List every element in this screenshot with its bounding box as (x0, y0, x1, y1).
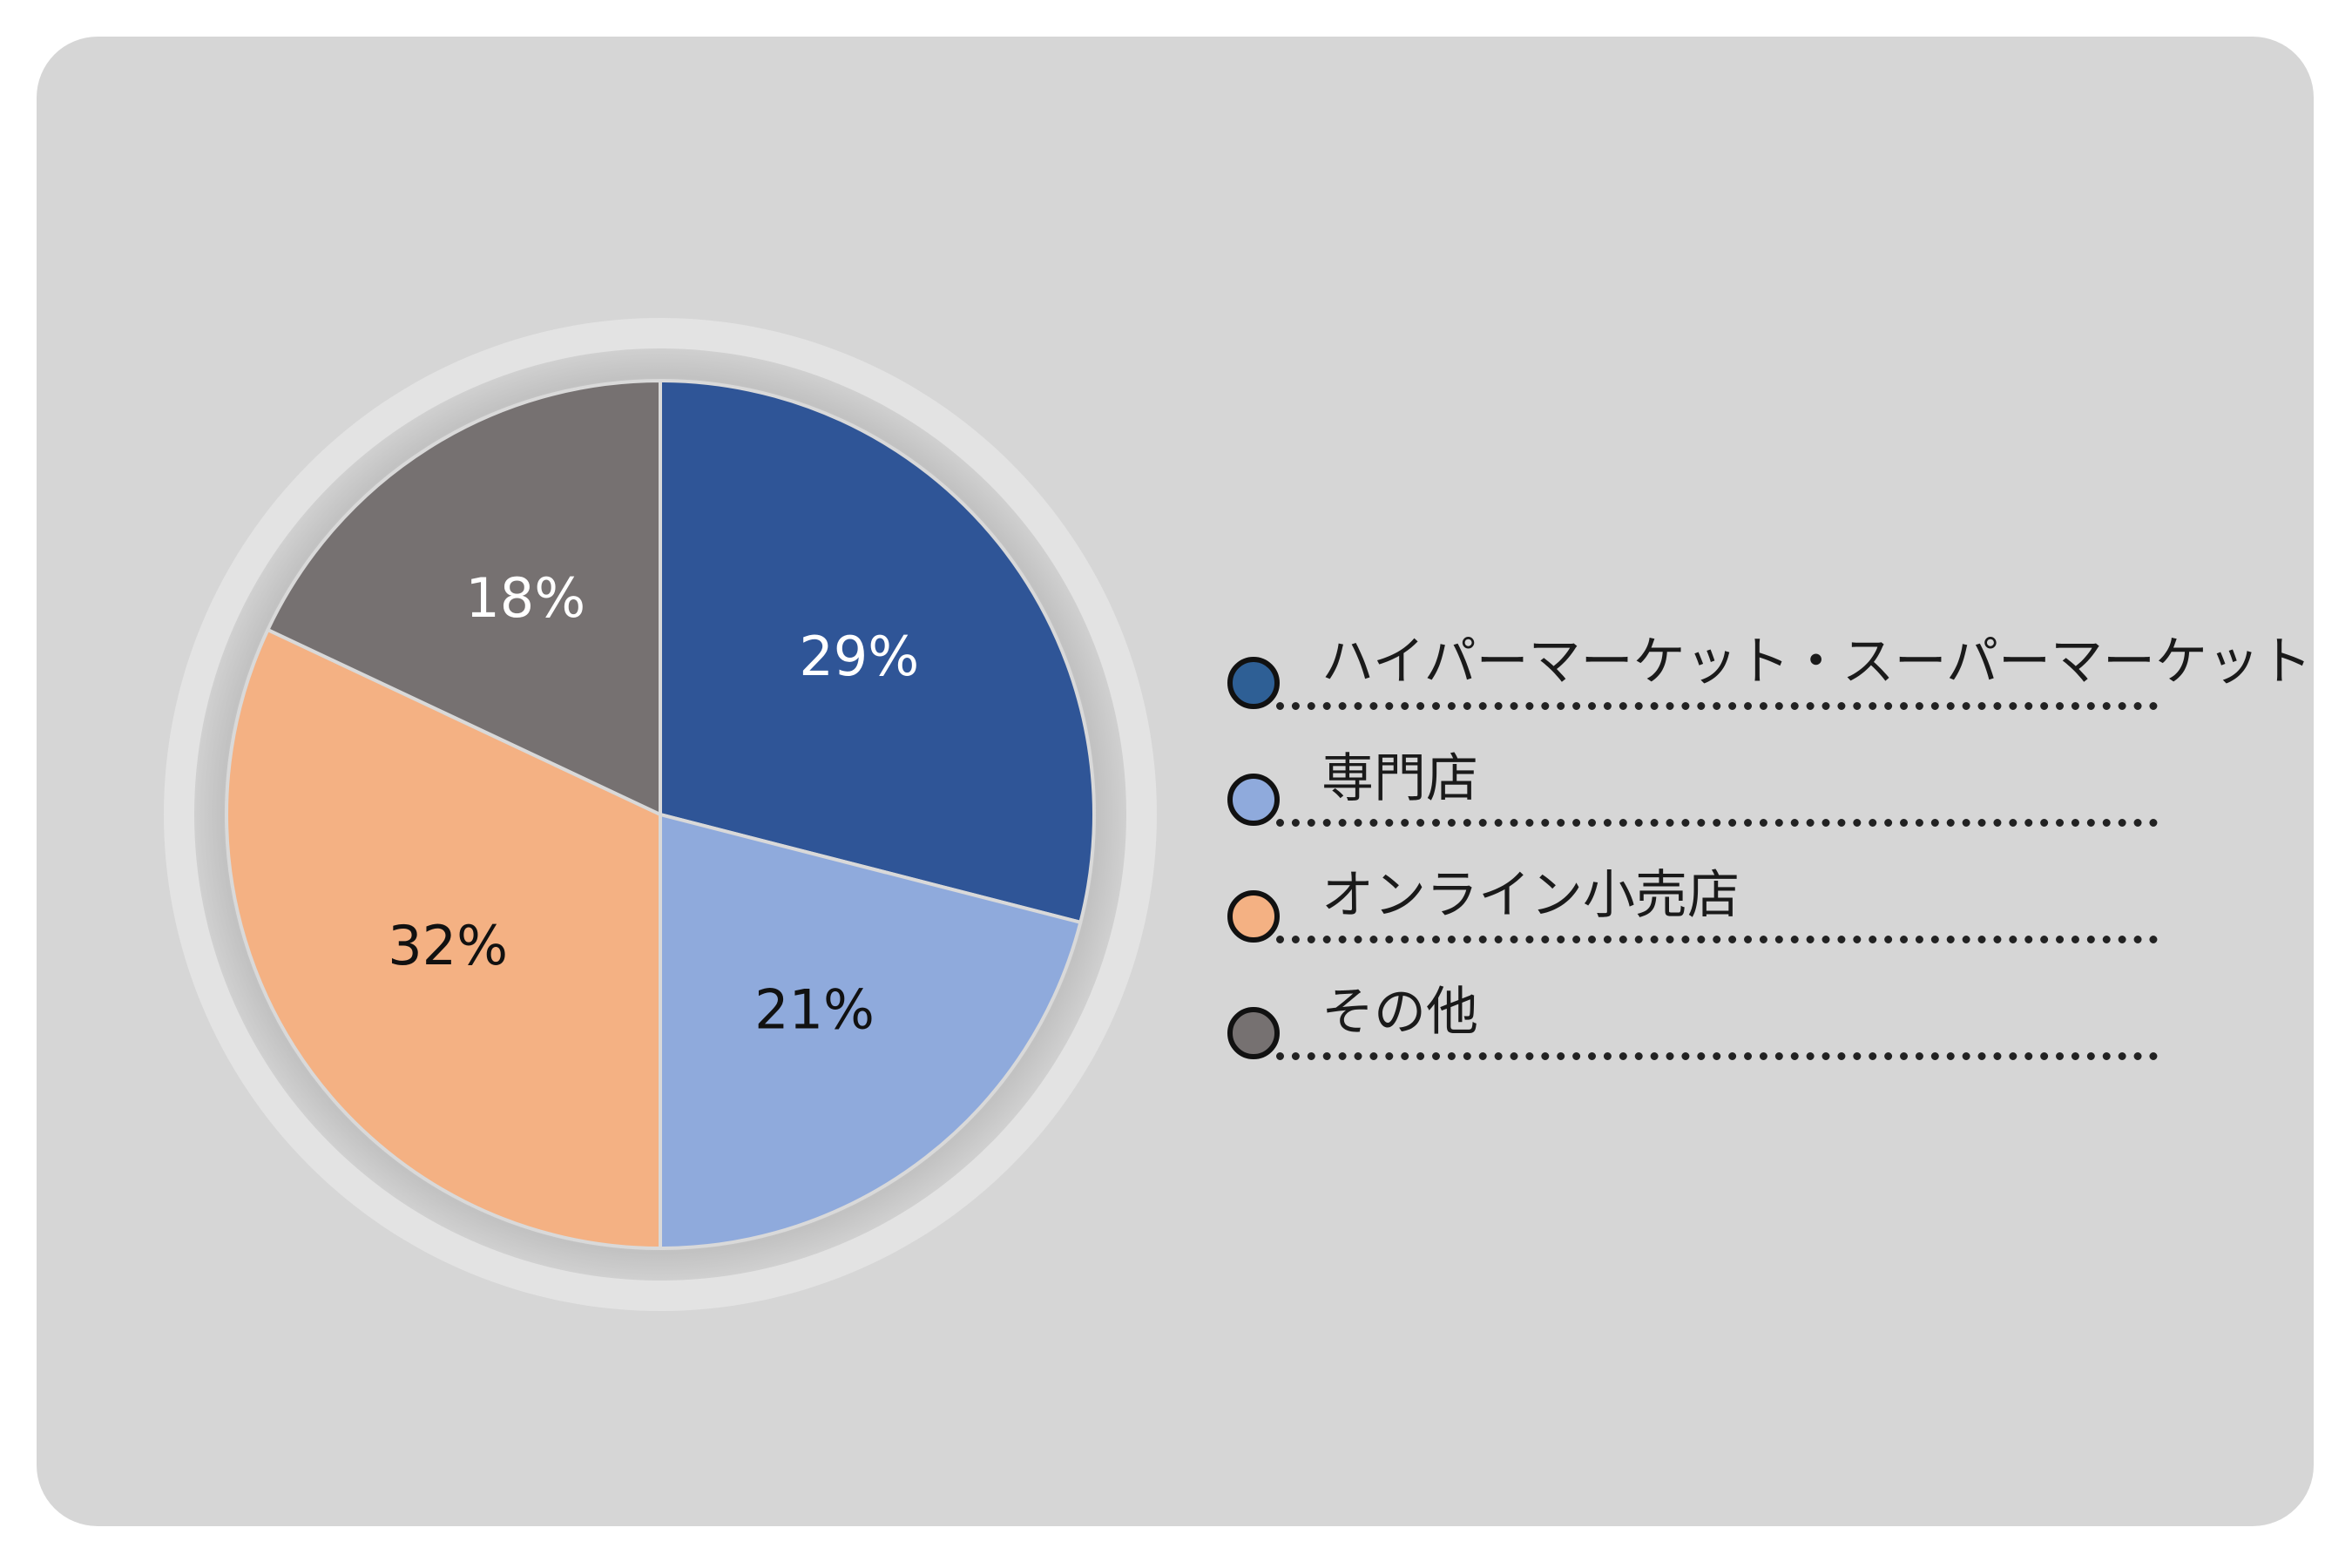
legend-label-other: その他 (1321, 982, 1478, 1043)
pie-slice-specialty-store (659, 813, 1083, 1250)
legend-dotted-leader (1276, 819, 2158, 827)
legend-label-online-retailer: オンライン小売店 (1321, 865, 1740, 926)
legend-item-other: その他 (1224, 977, 2252, 1094)
legend-dotted-leader (1276, 1052, 2158, 1060)
pie-slice-labels: 29% 21% 32% 18% (388, 566, 919, 1041)
legend-swatch-specialty-store (1227, 774, 1280, 826)
pie-slice-hypermarket (659, 379, 1096, 924)
slice-value-label-other: 18% (465, 566, 585, 630)
pie-slice-online-retailer (225, 627, 662, 1250)
legend-dotted-leader (1276, 702, 2158, 710)
pie-slice-other (266, 379, 662, 816)
slice-value-label-specialty-store: 21% (754, 977, 875, 1041)
legend-item-specialty-store: 専門店 (1224, 744, 2252, 861)
legend: ハイパーマーケット・スーパーマーケット 専門店 オンライン小売店 その他 (1224, 627, 2312, 1094)
legend-swatch-hypermarket (1227, 657, 1280, 709)
legend-label-hypermarket: ハイパーマーケット・スーパーマーケット (1321, 632, 2312, 693)
legend-dotted-leader (1276, 936, 2158, 943)
slice-value-label-hypermarket: 29% (799, 625, 919, 688)
legend-item-hypermarket: ハイパーマーケット・スーパーマーケット (1224, 627, 2312, 744)
legend-item-online-retailer: オンライン小売店 (1224, 861, 2252, 977)
legend-swatch-other (1227, 1007, 1280, 1059)
legend-label-specialty-store: 専門店 (1321, 748, 1478, 809)
pie-slices (225, 379, 1096, 1250)
legend-swatch-online-retailer (1227, 890, 1280, 943)
slice-value-label-online-retailer: 32% (388, 914, 508, 977)
